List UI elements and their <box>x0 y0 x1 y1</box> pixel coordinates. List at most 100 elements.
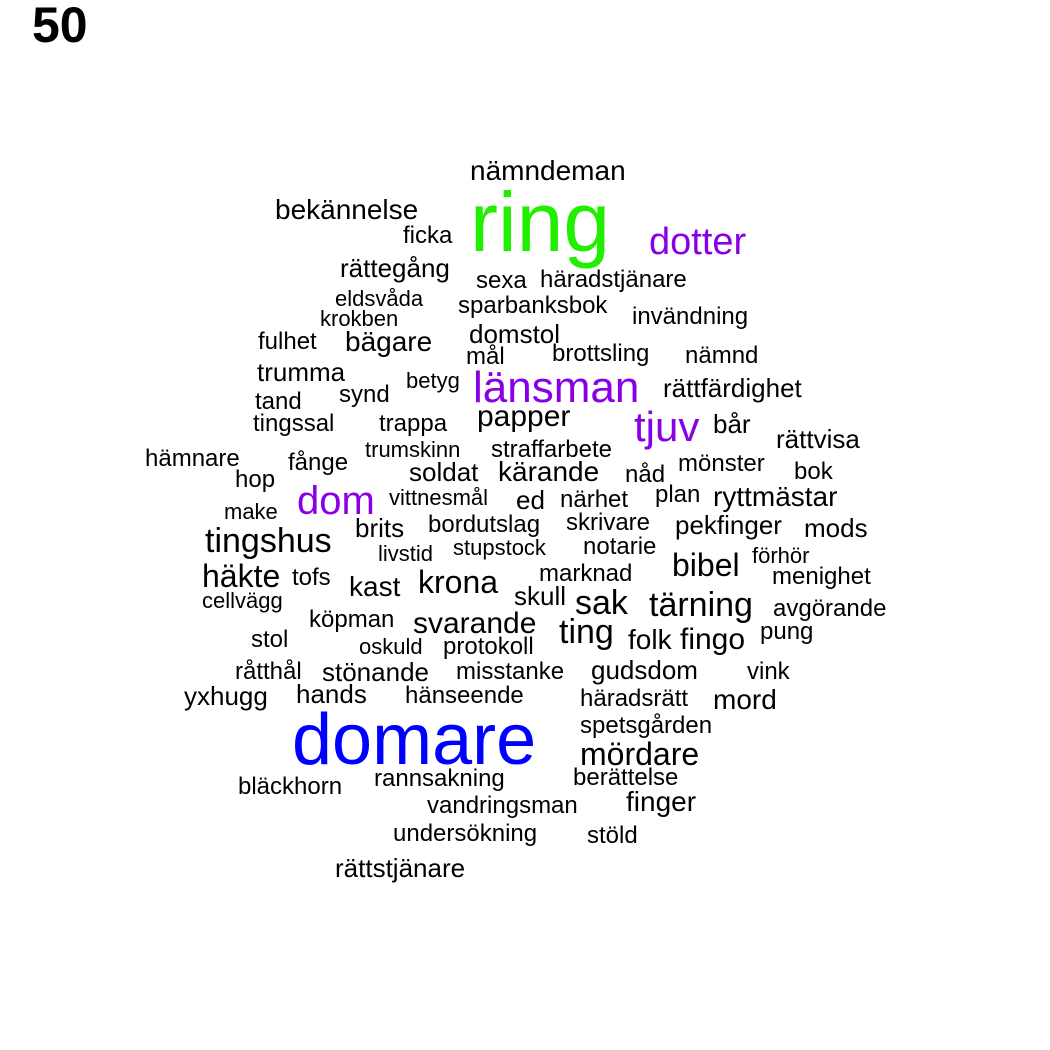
word-mördare: mördare <box>580 736 700 772</box>
word-berättelse: berättelse <box>573 764 679 791</box>
word-häradsrätt: häradsrätt <box>580 685 689 712</box>
word-bår: bår <box>713 409 751 439</box>
word-bibel: bibel <box>672 547 740 583</box>
word-nämndeman: nämndeman <box>470 155 626 186</box>
word-notarie: notarie <box>583 533 657 560</box>
word-spetsgården: spetsgården <box>580 712 713 739</box>
word-mål: mål <box>466 343 505 370</box>
word-tingshus: tingshus <box>205 522 332 560</box>
word-fånge: fånge <box>288 449 349 476</box>
word-oskuld: oskuld <box>359 634 423 659</box>
word-undersökning: undersökning <box>393 820 538 847</box>
word-rättvisa: rättvisa <box>776 424 860 454</box>
word-stol: stol <box>251 626 289 653</box>
word-dotter: dotter <box>649 221 747 263</box>
word-hämnare: hämnare <box>145 445 240 472</box>
word-ring: ring <box>470 175 611 269</box>
word-folk: folk <box>628 624 672 655</box>
word-ficka: ficka <box>403 222 453 249</box>
word-tofs: tofs <box>292 564 331 591</box>
word-papper: papper <box>477 400 571 433</box>
word-sexa: sexa <box>476 267 527 294</box>
word-yxhugg: yxhugg <box>184 681 268 711</box>
word-närhet: närhet <box>560 486 629 513</box>
word-dom: dom <box>297 479 375 523</box>
word-kast: kast <box>349 571 401 602</box>
word-marknad: marknad <box>539 560 633 587</box>
word-invändning: invändning <box>632 303 749 330</box>
word-fulhet: fulhet <box>258 328 317 355</box>
word-soldat: soldat <box>409 457 479 487</box>
word-protokoll: protokoll <box>443 633 534 660</box>
word-länsman: länsman <box>473 363 640 412</box>
word-råtthål: råtthål <box>235 658 302 685</box>
page-number: 50 <box>32 0 88 53</box>
word-nämnd: nämnd <box>685 342 759 369</box>
word-trumma: trumma <box>257 357 346 387</box>
word-finger: finger <box>626 786 697 817</box>
word-stöld: stöld <box>587 822 638 849</box>
word-trumskinn: trumskinn <box>365 437 461 462</box>
word-cellvägg: cellvägg <box>202 588 283 613</box>
word-hänseende: hänseende <box>405 682 524 709</box>
word-nåd: nåd <box>625 461 666 488</box>
word-bägare: bägare <box>345 326 433 357</box>
word-vandringsman: vandringsman <box>427 792 578 819</box>
word-mord: mord <box>713 684 777 715</box>
word-brottsling: brottsling <box>552 340 650 367</box>
word-krokben: krokben <box>320 306 399 331</box>
word-synd: synd <box>339 381 390 408</box>
word-rättstjänare: rättstjänare <box>335 853 466 883</box>
word-hop: hop <box>235 466 276 493</box>
word-tand: tand <box>255 388 302 415</box>
word-skrivare: skrivare <box>566 509 651 536</box>
word-hands: hands <box>296 679 367 709</box>
word-rannsakning: rannsakning <box>374 765 505 792</box>
word-straffarbete: straffarbete <box>491 436 612 463</box>
word-plan: plan <box>655 481 701 508</box>
word-tjuv: tjuv <box>634 403 700 450</box>
word-trappa: trappa <box>379 410 448 437</box>
word-förhör: förhör <box>752 543 810 568</box>
word-tingssal: tingssal <box>253 410 335 437</box>
word-stönande: stönande <box>322 657 429 687</box>
word-rättegång: rättegång <box>340 253 450 283</box>
word-köpman: köpman <box>309 606 395 633</box>
word-bläckhorn: bläckhorn <box>238 773 343 800</box>
word-pung: pung <box>760 618 814 645</box>
word-sak: sak <box>575 584 628 622</box>
word-rättfärdighet: rättfärdighet <box>663 373 802 403</box>
word-häradstjänare: häradstjänare <box>540 266 687 293</box>
word-krona: krona <box>418 564 499 600</box>
word-vittnesmål: vittnesmål <box>389 485 489 510</box>
word-sparbanksbok: sparbanksbok <box>458 292 608 319</box>
word-make: make <box>224 499 278 524</box>
word-svarande: svarande <box>413 607 537 640</box>
word-häkte: häkte <box>202 558 281 594</box>
word-bekännelse: bekännelse <box>275 194 419 225</box>
word-menighet: menighet <box>772 563 871 590</box>
word-avgörande: avgörande <box>773 595 887 622</box>
word-fingo: fingo <box>680 623 746 656</box>
word-ed: ed <box>516 485 545 515</box>
word-domare: domare <box>292 700 537 780</box>
word-mods: mods <box>804 513 868 543</box>
word-misstanke: misstanke <box>456 658 565 685</box>
word-bok: bok <box>794 458 833 485</box>
word-bordutslag: bordutslag <box>428 511 541 538</box>
word-stupstock: stupstock <box>453 535 546 560</box>
word-betyg: betyg <box>406 368 460 393</box>
word-kärande: kärande <box>498 456 600 487</box>
word-ting: ting <box>559 613 614 651</box>
word-domstol: domstol <box>469 319 561 349</box>
word-brits: brits <box>355 513 405 543</box>
word-vink: vink <box>747 658 790 685</box>
word-eldsvåda: eldsvåda <box>335 286 424 311</box>
word-livstid: livstid <box>378 541 434 566</box>
word-tärning: tärning <box>649 586 753 624</box>
word-skull: skull <box>514 581 567 611</box>
word-mönster: mönster <box>678 450 765 477</box>
word-pekfinger: pekfinger <box>675 510 782 540</box>
word-ryttmästar: ryttmästar <box>713 481 838 512</box>
